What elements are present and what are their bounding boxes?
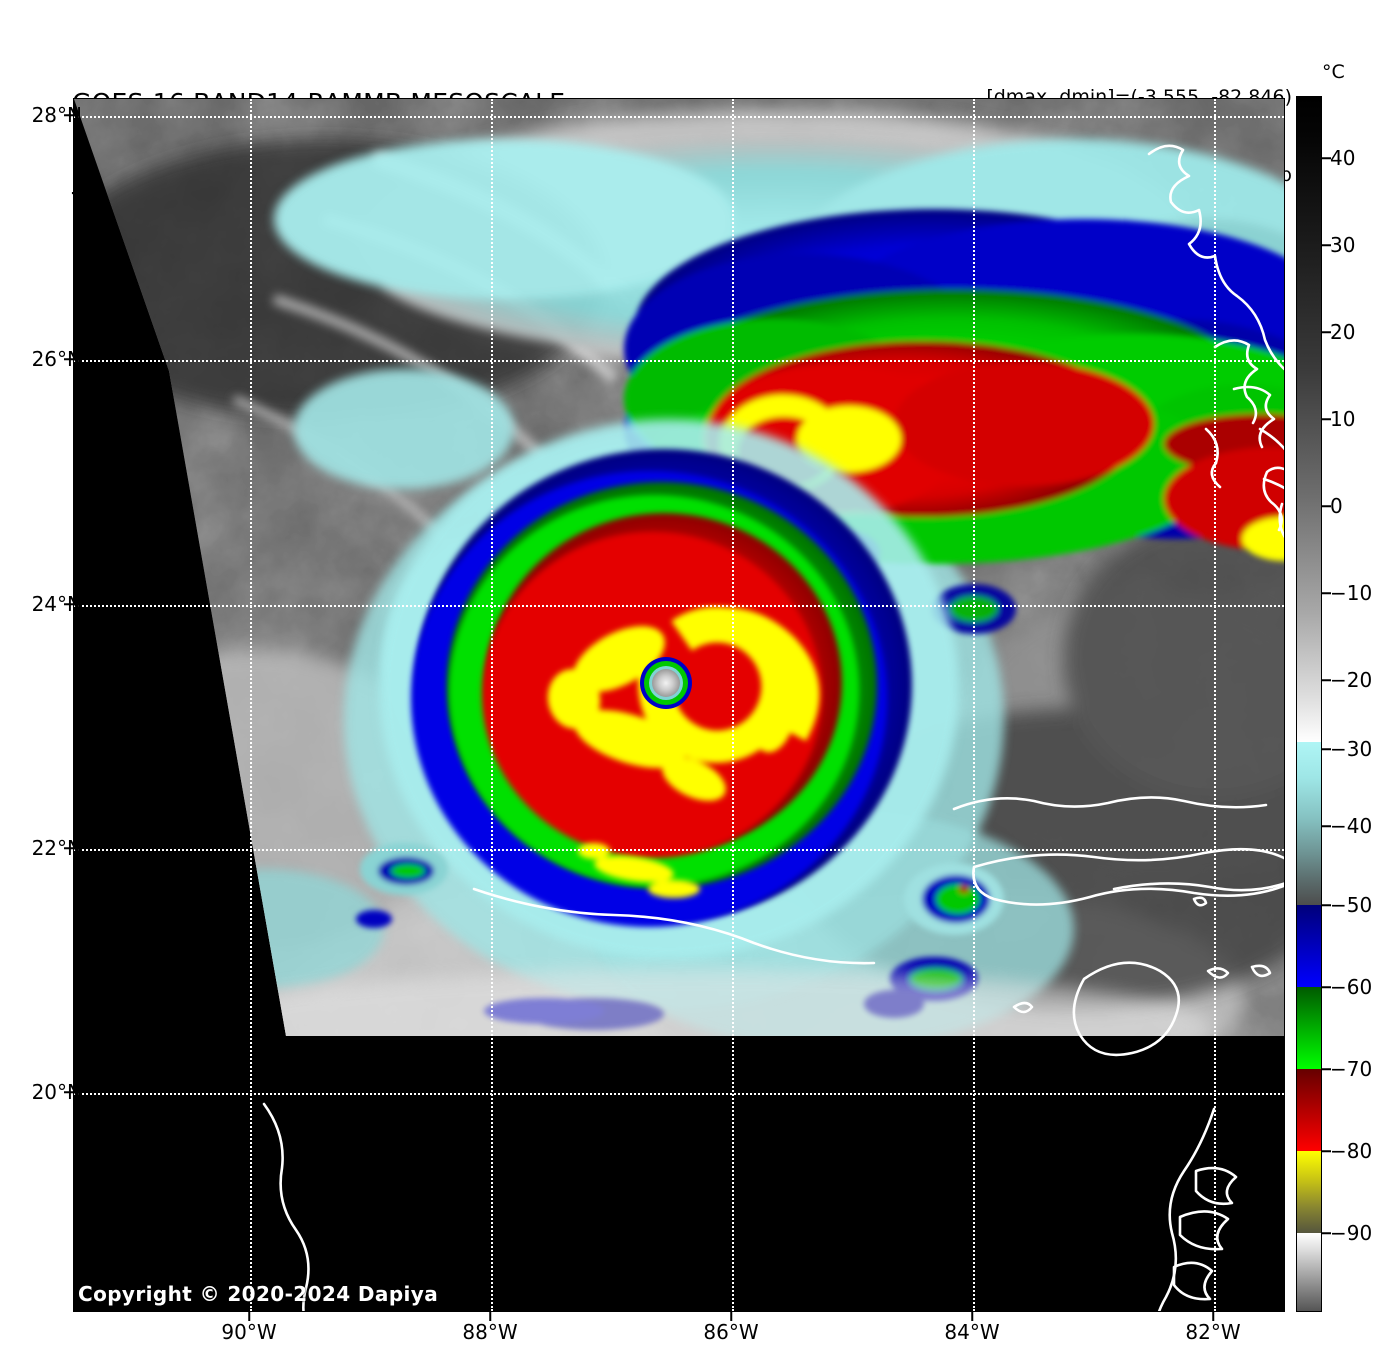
ytick-label-28n: 28°N	[31, 103, 82, 127]
ytick-mark	[64, 114, 73, 116]
colorbar-tick-label-m50: −50	[1330, 893, 1373, 917]
colorbar-tick-label-m20: −20	[1330, 668, 1373, 692]
colorbar-tick-label-m30: −30	[1330, 737, 1373, 761]
colorbar-segment-blue-band	[1297, 905, 1321, 987]
xtick-label-86w: 86°W	[703, 1320, 759, 1344]
colorbar-tick-mark	[1322, 1150, 1331, 1152]
colorbar-units-label: °C	[1322, 61, 1345, 83]
colorbar-tick-mark	[1322, 748, 1331, 750]
ytick-label-20n: 20°N	[31, 1080, 82, 1104]
xtick-label-82w: 82°W	[1185, 1320, 1241, 1344]
colorbar-tick-mark	[1322, 505, 1331, 507]
satellite-image-plot	[73, 98, 1285, 1312]
ytick-mark	[64, 1091, 73, 1093]
colorbar-segment-green-band	[1297, 987, 1321, 1069]
colorbar-tick-mark	[1322, 157, 1331, 159]
xtick-mark	[1212, 1312, 1214, 1321]
colorbar-tick-label-40: 40	[1330, 146, 1356, 170]
colorbar-segment-cyan-band	[1297, 742, 1321, 905]
colorbar-tick-mark	[1322, 1068, 1331, 1070]
colorbar-segment-warm-grayscale	[1297, 97, 1321, 742]
colorbar-tick-label-0: 0	[1330, 494, 1343, 518]
colorbar-tick-label-m90: −90	[1330, 1221, 1373, 1245]
xtick-label-88w: 88°W	[462, 1320, 518, 1344]
colorbar-tick-label-m60: −60	[1330, 975, 1373, 999]
xtick-mark	[971, 1312, 973, 1321]
ytick-label-22n: 22°N	[31, 836, 82, 860]
colorbar-segment-red-band	[1297, 1069, 1321, 1151]
colorbar-tick-label-10: 10	[1330, 407, 1356, 431]
colorbar-tick-label-m10: −10	[1330, 581, 1373, 605]
xtick-label-90w: 90°W	[221, 1320, 277, 1344]
colorbar-segment-cold-grayscale	[1297, 1233, 1321, 1311]
xtick-mark	[489, 1312, 491, 1321]
colorbar-segment-yellow-band	[1297, 1151, 1321, 1233]
colorbar-tick-mark	[1322, 1232, 1331, 1234]
xtick-mark	[730, 1312, 732, 1321]
colorbar-tick-mark	[1322, 986, 1331, 988]
colorbar-tick-label-m70: −70	[1330, 1057, 1373, 1081]
xtick-mark	[248, 1312, 250, 1321]
satellite-raster	[74, 99, 1284, 1311]
colorbar-tick-mark	[1322, 592, 1331, 594]
ytick-mark	[64, 847, 73, 849]
colorbar-tick-label-20: 20	[1330, 320, 1356, 344]
colorbar-tick-label-m40: −40	[1330, 814, 1373, 838]
ytick-mark	[64, 358, 73, 360]
colorbar-tick-label-30: 30	[1330, 233, 1356, 257]
colorbar-tick-mark	[1322, 679, 1331, 681]
colorbar-tick-label-m80: −80	[1330, 1139, 1373, 1163]
colorbar-tick-mark	[1322, 331, 1331, 333]
colorbar	[1296, 96, 1322, 1312]
colorbar-tick-mark	[1322, 418, 1331, 420]
ytick-mark	[64, 603, 73, 605]
colorbar-tick-mark	[1322, 244, 1331, 246]
ytick-label-26n: 26°N	[31, 347, 82, 371]
xtick-label-84w: 84°W	[944, 1320, 1000, 1344]
colorbar-tick-mark	[1322, 904, 1331, 906]
ytick-label-24n: 24°N	[31, 592, 82, 616]
copyright-label: Copyright © 2020-2024 Dapiya	[78, 1282, 439, 1306]
colorbar-tick-mark	[1322, 825, 1331, 827]
